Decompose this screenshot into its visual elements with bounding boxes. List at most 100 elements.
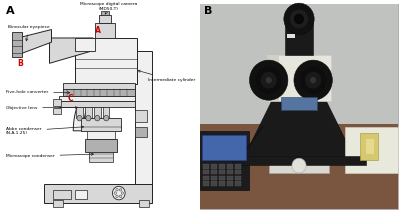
Circle shape	[300, 66, 326, 94]
Polygon shape	[73, 58, 133, 131]
Bar	[219, 164, 225, 169]
Bar	[235, 164, 242, 169]
Circle shape	[95, 115, 100, 121]
Circle shape	[250, 60, 288, 100]
Bar	[203, 164, 209, 169]
Bar	[59, 101, 135, 107]
Bar	[135, 51, 152, 194]
Bar	[203, 170, 209, 174]
Bar	[227, 176, 233, 180]
Bar	[235, 176, 242, 180]
Bar	[219, 170, 225, 174]
Bar	[200, 131, 248, 190]
Bar	[346, 127, 398, 173]
Bar	[101, 11, 109, 15]
Circle shape	[116, 188, 118, 191]
Bar	[12, 32, 22, 57]
Bar	[269, 160, 329, 173]
Circle shape	[104, 115, 109, 121]
Text: Microscope condenser: Microscope condenser	[6, 153, 94, 158]
Bar	[211, 176, 217, 180]
Bar	[287, 34, 295, 38]
Bar	[85, 139, 117, 152]
Text: Intermediate cylinder: Intermediate cylinder	[138, 70, 196, 82]
Bar	[89, 152, 113, 162]
Circle shape	[119, 195, 122, 198]
Bar	[54, 190, 71, 199]
Bar	[87, 131, 115, 139]
Bar	[135, 110, 146, 122]
Text: B: B	[204, 6, 212, 16]
Circle shape	[112, 186, 125, 200]
Bar	[281, 97, 317, 110]
Circle shape	[114, 192, 116, 194]
Polygon shape	[18, 30, 52, 55]
Text: Objective lens: Objective lens	[6, 106, 78, 110]
Polygon shape	[50, 38, 93, 63]
Circle shape	[256, 66, 282, 94]
Text: C: C	[68, 94, 73, 103]
Bar	[200, 4, 398, 131]
Bar	[138, 200, 148, 207]
Circle shape	[77, 115, 82, 121]
Text: Abbe condenser
(N.A.1.25): Abbe condenser (N.A.1.25)	[6, 126, 84, 135]
Bar	[95, 23, 115, 38]
Bar	[202, 135, 246, 160]
Bar	[232, 156, 366, 165]
Bar	[211, 181, 217, 186]
Bar	[267, 55, 279, 101]
Text: A: A	[6, 6, 14, 16]
Bar	[54, 108, 61, 114]
Circle shape	[261, 72, 277, 89]
Circle shape	[310, 77, 316, 83]
Bar	[75, 38, 95, 51]
Bar	[235, 181, 242, 186]
Bar	[227, 164, 233, 169]
Bar	[85, 103, 92, 118]
Bar	[227, 181, 233, 186]
Circle shape	[86, 115, 91, 121]
Circle shape	[305, 72, 321, 89]
Bar	[219, 176, 225, 180]
Text: Microscope digital camera
(MD50-T): Microscope digital camera (MD50-T)	[80, 2, 138, 14]
Bar	[76, 99, 83, 118]
Circle shape	[121, 192, 124, 194]
Bar	[360, 133, 378, 160]
Circle shape	[290, 9, 308, 28]
Bar	[211, 170, 217, 174]
Bar	[63, 89, 135, 96]
Bar	[99, 15, 111, 23]
Circle shape	[292, 158, 306, 173]
Bar	[235, 170, 242, 174]
Bar	[227, 170, 233, 174]
Bar	[366, 139, 374, 154]
Text: A: A	[95, 26, 101, 35]
Bar	[103, 104, 110, 118]
Bar	[200, 124, 398, 209]
Bar	[219, 181, 225, 186]
Bar	[75, 38, 137, 84]
Bar	[285, 21, 313, 55]
Circle shape	[294, 60, 332, 100]
Bar	[267, 55, 331, 101]
Text: Five-hole converter: Five-hole converter	[6, 90, 70, 94]
Bar	[211, 164, 217, 169]
Bar	[44, 184, 152, 203]
Bar	[135, 127, 146, 137]
Circle shape	[266, 77, 272, 83]
Circle shape	[119, 188, 122, 191]
Bar	[54, 200, 63, 207]
Bar	[203, 176, 209, 180]
Bar	[59, 96, 135, 101]
Bar	[81, 118, 121, 131]
Circle shape	[294, 14, 304, 24]
Polygon shape	[240, 95, 358, 165]
Bar	[63, 83, 135, 90]
Text: Binocular eyepiece: Binocular eyepiece	[8, 26, 50, 41]
Bar	[203, 181, 209, 186]
Circle shape	[284, 3, 314, 35]
Bar	[54, 99, 61, 106]
Circle shape	[116, 195, 118, 198]
Bar	[75, 190, 87, 199]
Bar	[94, 96, 100, 118]
